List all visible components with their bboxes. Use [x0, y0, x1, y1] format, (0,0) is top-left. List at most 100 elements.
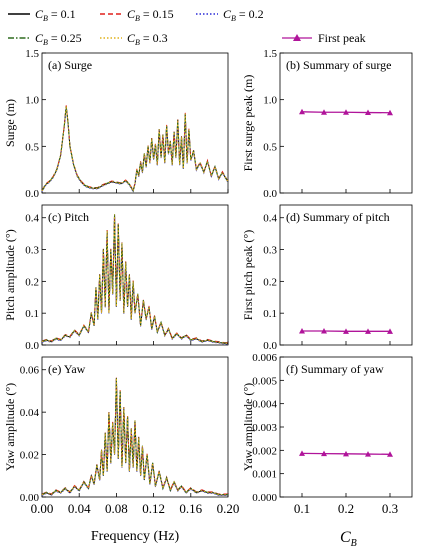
y-tick-label: 0.0	[263, 188, 277, 200]
x-tick-label: 0.1	[294, 501, 310, 516]
y-tick-label: 0.2	[263, 276, 277, 288]
y-tick-label: 0.4	[263, 213, 277, 225]
y-tick-label: 0.3	[263, 245, 277, 257]
triangle-marker-icon	[293, 34, 301, 41]
y-tick-label: 0.2	[25, 276, 39, 288]
y-tick-label: 1.5	[25, 48, 39, 60]
y-axis-label: Yaw amplitude (°)	[3, 383, 17, 471]
y-tick-label: 0.00	[20, 492, 40, 504]
y-tick-label: 1.0	[25, 95, 39, 107]
x-tick-label: 0.2	[338, 501, 354, 516]
panel-title: (b) Summary of surge	[286, 58, 391, 72]
panel-e: 0.00 0.02 0.04 0.06 0.00 0.04 0.08 0.12 0.16 0.20…	[3, 356, 240, 544]
data-point	[321, 450, 327, 457]
data-point	[299, 328, 305, 334]
plot-frame	[41, 356, 229, 498]
plot-frame	[279, 204, 413, 346]
y-tick-label: 0.02	[20, 450, 39, 462]
series-line	[41, 214, 228, 344]
y-tick-label: 0.003	[252, 422, 277, 434]
y-tick-label: 0.3	[25, 245, 39, 257]
legend-entry: CB = 0.25	[8, 31, 82, 47]
plot-frame	[279, 52, 413, 194]
y-axis-label: Surge (m)	[3, 99, 17, 147]
x-tick-label: 0.12	[142, 501, 165, 516]
data-point	[299, 450, 305, 456]
y-axis-label: Yaw amplitude (°)	[241, 383, 255, 471]
y-tick-label: 0.04	[20, 407, 40, 419]
y-tick-label: 0.06	[20, 365, 40, 377]
panel-a: 0.0 0.5 1.0 1.5 (a) Surge Surge (m)	[3, 48, 229, 200]
series-line	[41, 106, 229, 194]
panel-d: 0.0 0.1 0.2 0.3 0.4 (d) Summary of pitch First…	[241, 204, 413, 352]
plot-frame	[279, 356, 413, 498]
series-line	[41, 214, 228, 344]
x-tick-label: 0.08	[105, 501, 128, 516]
legend-entry: CB = 0.15	[100, 7, 174, 23]
data-point	[321, 109, 327, 115]
y-axis-label: First surge peak (m)	[241, 75, 255, 172]
plot-frame	[41, 52, 229, 194]
y-tick-label: 0.0	[25, 188, 39, 200]
panel-b: 0.0 0.5 1.0 1.5 (b) Summary of surge First su…	[241, 48, 413, 200]
y-tick-label: 0.1	[25, 308, 39, 320]
data-point	[343, 450, 349, 457]
y-tick-label: 0.002	[252, 445, 277, 457]
y-tick-label: 0.0	[263, 340, 277, 352]
legend-label: CB = 0.15	[127, 7, 174, 23]
data-point	[343, 109, 349, 115]
data-point	[299, 108, 305, 115]
panel-title: (f) Summary of yaw	[286, 362, 384, 376]
x-tick-label: 0.00	[31, 501, 54, 516]
data-point	[365, 109, 371, 116]
x-tick-label: 0.16	[179, 501, 202, 516]
x-axis-label: Frequency (Hz)	[91, 529, 180, 544]
series-line	[41, 215, 228, 345]
plot-frame	[41, 204, 229, 346]
panel-f: 0.000 0.001 0.002 0.003 0.004 0.005 0.006 0.1 0.…	[241, 352, 413, 549]
data-point	[387, 328, 393, 334]
legend: CB = 0.1 CB = 0.15 CB = 0.2 CB = 0.25 CB = 0…	[8, 7, 366, 47]
legend-entry: CB = 0.1	[8, 7, 76, 23]
data-point	[343, 328, 349, 334]
data-point	[321, 328, 327, 334]
y-tick-label: 0.5	[263, 141, 277, 153]
y-tick-label: 0.0	[25, 340, 39, 352]
y-axis-label: First pitch peak (°)	[241, 230, 255, 320]
x-tick-label: 0.04	[68, 501, 91, 516]
y-tick-label: 1.5	[263, 48, 277, 60]
x-axis-label: CB	[340, 529, 357, 549]
panel-c: 0.0 0.1 0.2 0.3 0.4 (c) Pitch Pitch amplitude …	[3, 204, 229, 352]
data-point	[365, 328, 371, 334]
series-line	[41, 106, 229, 193]
series-line	[41, 378, 228, 496]
y-tick-label: 0.000	[252, 492, 277, 504]
legend-entry-first-peak: First peak	[282, 31, 366, 45]
series-line	[41, 378, 228, 496]
panel-title: (e) Yaw	[48, 362, 86, 376]
x-tick-label: 0.3	[382, 501, 398, 516]
legend-entry: CB = 0.2	[196, 7, 264, 23]
data-point	[387, 451, 393, 457]
legend-label: CB = 0.1	[35, 7, 76, 23]
y-tick-label: 0.001	[252, 469, 277, 481]
legend-entry: CB = 0.3	[100, 31, 168, 47]
data-point	[365, 451, 371, 457]
y-tick-label: 0.5	[25, 141, 39, 153]
legend-label: CB = 0.25	[35, 31, 82, 47]
y-tick-label: 0.004	[252, 399, 277, 411]
legend-label: First peak	[318, 31, 366, 45]
panel-title: (a) Surge	[48, 58, 92, 72]
y-axis-label: Pitch amplitude (°)	[3, 229, 17, 320]
data-point	[387, 109, 393, 116]
series-line	[41, 378, 228, 497]
legend-label: CB = 0.3	[127, 31, 168, 47]
panel-title: (d) Summary of pitch	[286, 210, 390, 224]
series-line	[41, 214, 228, 344]
y-tick-label: 0.006	[252, 352, 277, 364]
series-line	[41, 377, 228, 496]
x-tick-label: 0.20	[217, 501, 240, 516]
y-tick-label: 0.4	[25, 213, 39, 225]
y-tick-label: 0.1	[263, 308, 277, 320]
